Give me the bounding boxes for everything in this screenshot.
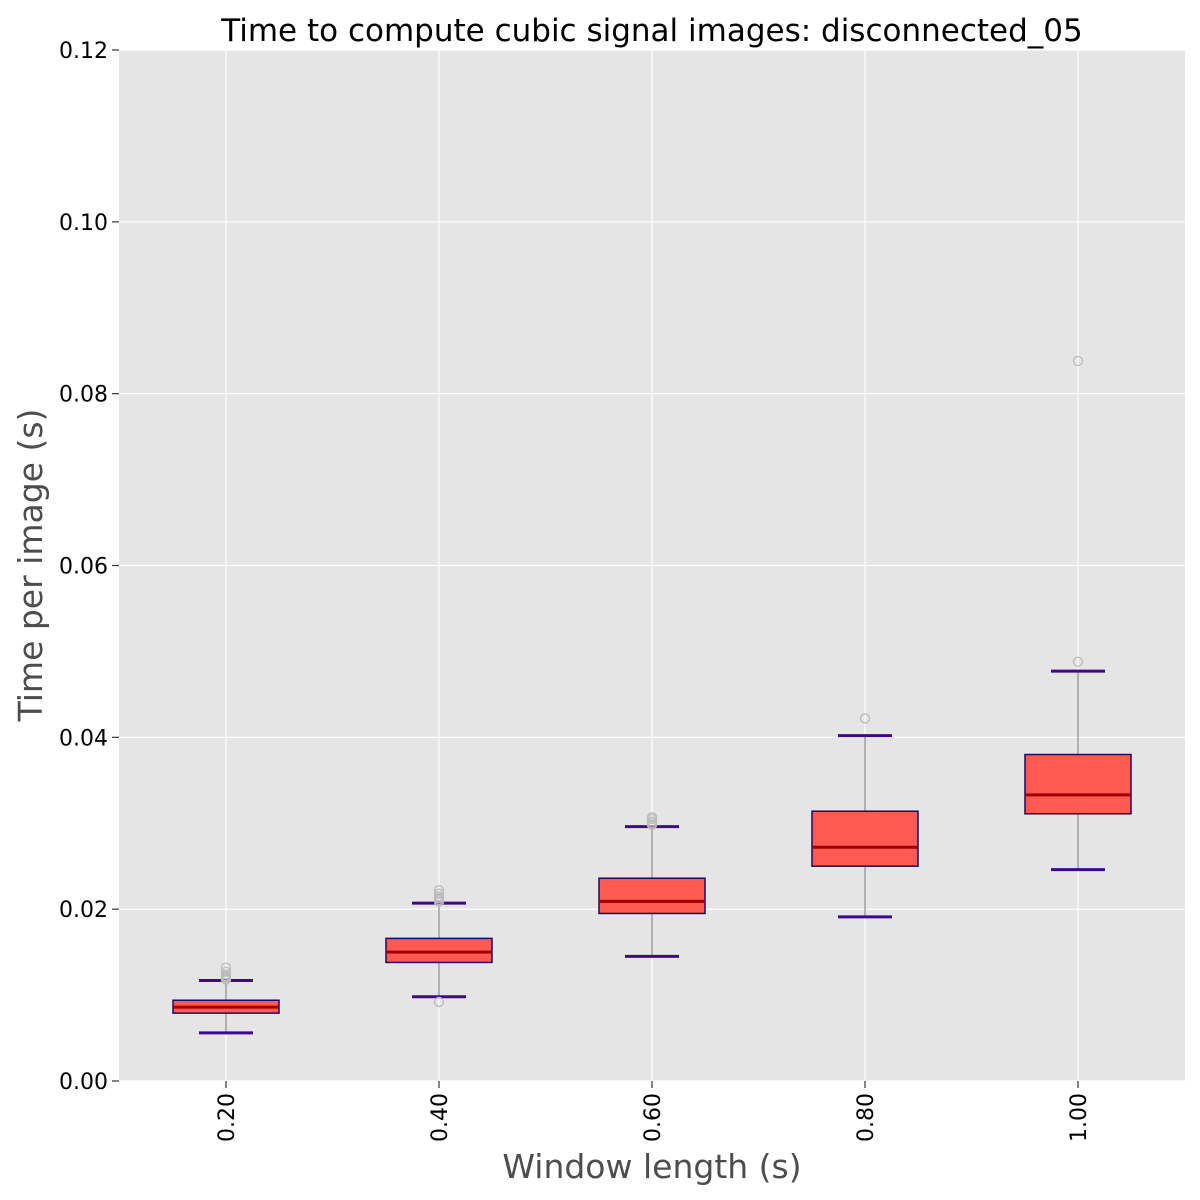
- box-iqr: [598, 877, 706, 915]
- box-iqr: [385, 937, 493, 964]
- y-tick-label: 0.06: [59, 555, 108, 580]
- outlier-point: [646, 812, 658, 823]
- x-tick-label: 0.80: [854, 1093, 879, 1142]
- y-axis-label: Time per image (s): [11, 409, 50, 723]
- x-axis-ticks: 0.20 0.40 0.60 0.80 1.00: [215, 1081, 1092, 1142]
- box-0-60: [598, 812, 706, 958]
- outlier-point: [433, 996, 445, 1008]
- outlier-point: [433, 891, 445, 902]
- x-tick-label: 0.20: [215, 1093, 240, 1142]
- box-0-80: [811, 713, 919, 919]
- box-iqr: [1024, 753, 1132, 815]
- y-tick-label: 0.04: [59, 726, 108, 751]
- y-tick-label: 0.10: [59, 211, 108, 236]
- y-tick-label: 0.12: [59, 39, 108, 64]
- x-tick-label: 0.60: [641, 1093, 666, 1142]
- y-tick-label: 0.02: [59, 898, 108, 923]
- box-0-20: [172, 962, 280, 1035]
- box-iqr: [811, 810, 919, 867]
- box-series: [172, 355, 1132, 1035]
- outlier-point: [433, 885, 445, 896]
- outlier-point: [220, 969, 232, 980]
- x-tick-label: 0.40: [428, 1093, 453, 1142]
- outlier-point: [220, 966, 232, 978]
- outlier-point: [646, 816, 658, 827]
- x-axis-label: Window length (s): [502, 1147, 801, 1186]
- x-tick-label: 1.00: [1067, 1093, 1092, 1142]
- y-tick-label: 0.00: [59, 1070, 108, 1095]
- box-1-00: [1024, 355, 1132, 872]
- outlier-point: [859, 713, 871, 724]
- y-axis-ticks: 0.00 0.02 0.04 0.06 0.08 0.10 0.12: [59, 39, 119, 1095]
- outlier-point: [433, 888, 445, 899]
- chart-title: Time to compute cubic signal images: dis…: [220, 13, 1082, 49]
- outlier-point: [220, 962, 232, 973]
- y-tick-label: 0.08: [59, 383, 108, 408]
- outlier-point: [1072, 355, 1084, 367]
- box-0-40: [385, 885, 493, 1008]
- outlier-point: [1072, 656, 1084, 667]
